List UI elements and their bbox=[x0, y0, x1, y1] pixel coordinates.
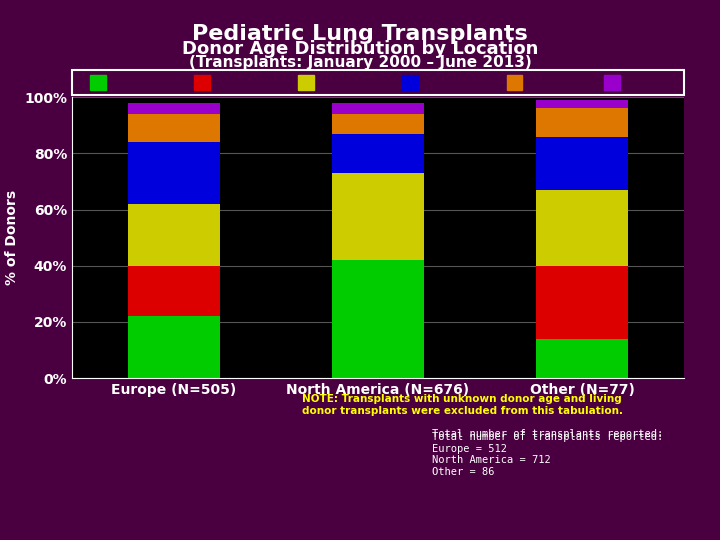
Text: (Transplants: January 2000 – June 2013): (Transplants: January 2000 – June 2013) bbox=[189, 55, 531, 70]
Y-axis label: % of Donors: % of Donors bbox=[4, 190, 19, 285]
Bar bbox=[536, 190, 628, 266]
Bar bbox=[332, 260, 424, 378]
Text: Total number of transplants reported:: Total number of transplants reported: bbox=[432, 429, 663, 440]
Bar bbox=[536, 109, 628, 137]
Bar bbox=[128, 114, 220, 142]
Bar bbox=[332, 134, 424, 173]
Bar bbox=[91, 75, 106, 90]
Bar bbox=[536, 266, 628, 339]
Bar bbox=[402, 75, 418, 90]
Text: Pediatric Lung Transplants: Pediatric Lung Transplants bbox=[192, 24, 528, 44]
Bar bbox=[536, 137, 628, 190]
Bar bbox=[128, 266, 220, 316]
Bar bbox=[194, 75, 210, 90]
Bar bbox=[536, 100, 628, 109]
Bar bbox=[128, 316, 220, 378]
Bar bbox=[128, 204, 220, 266]
Bar bbox=[128, 142, 220, 204]
Bar bbox=[507, 75, 522, 90]
Bar bbox=[332, 114, 424, 134]
Bar bbox=[332, 103, 424, 114]
Bar bbox=[299, 75, 314, 90]
Bar bbox=[536, 339, 628, 378]
Text: NOTE: Transplants with unknown donor age and living
donor transplants were exclu: NOTE: Transplants with unknown donor age… bbox=[302, 394, 624, 416]
Bar bbox=[604, 75, 620, 90]
Text: Total number of transplants reported:
Europe = 512
North America = 712
Other = 8: Total number of transplants reported: Eu… bbox=[432, 432, 663, 477]
Bar bbox=[128, 103, 220, 114]
Text: Donor Age Distribution by Location: Donor Age Distribution by Location bbox=[182, 40, 538, 58]
Bar bbox=[332, 173, 424, 260]
